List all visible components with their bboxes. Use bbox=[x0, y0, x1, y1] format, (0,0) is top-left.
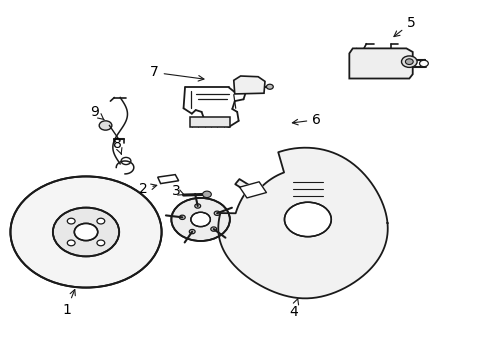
Text: 1: 1 bbox=[62, 289, 75, 317]
Circle shape bbox=[266, 84, 273, 89]
Polygon shape bbox=[189, 117, 229, 127]
Circle shape bbox=[121, 157, 131, 165]
Circle shape bbox=[405, 59, 412, 64]
Polygon shape bbox=[239, 182, 266, 198]
Circle shape bbox=[97, 218, 104, 224]
Circle shape bbox=[74, 224, 98, 240]
Circle shape bbox=[67, 240, 75, 246]
Circle shape bbox=[401, 56, 416, 67]
Text: 9: 9 bbox=[90, 105, 103, 120]
Circle shape bbox=[179, 215, 185, 220]
Circle shape bbox=[202, 191, 211, 198]
Text: 5: 5 bbox=[393, 16, 415, 37]
Circle shape bbox=[189, 229, 195, 234]
Circle shape bbox=[10, 176, 161, 288]
Circle shape bbox=[171, 198, 229, 241]
Circle shape bbox=[97, 240, 104, 246]
Text: 4: 4 bbox=[288, 299, 298, 319]
Polygon shape bbox=[218, 148, 387, 298]
Circle shape bbox=[99, 121, 112, 130]
Circle shape bbox=[214, 211, 220, 215]
Circle shape bbox=[284, 202, 330, 237]
Circle shape bbox=[67, 218, 75, 224]
Polygon shape bbox=[348, 48, 412, 78]
Circle shape bbox=[419, 60, 427, 67]
Text: 7: 7 bbox=[150, 66, 203, 81]
Circle shape bbox=[190, 212, 210, 226]
Text: 8: 8 bbox=[113, 137, 122, 154]
Polygon shape bbox=[233, 76, 264, 94]
Text: 2: 2 bbox=[139, 182, 157, 196]
Circle shape bbox=[194, 204, 200, 208]
Text: 3: 3 bbox=[171, 184, 183, 198]
Text: 6: 6 bbox=[292, 113, 321, 127]
Circle shape bbox=[210, 227, 216, 231]
Circle shape bbox=[53, 208, 119, 256]
